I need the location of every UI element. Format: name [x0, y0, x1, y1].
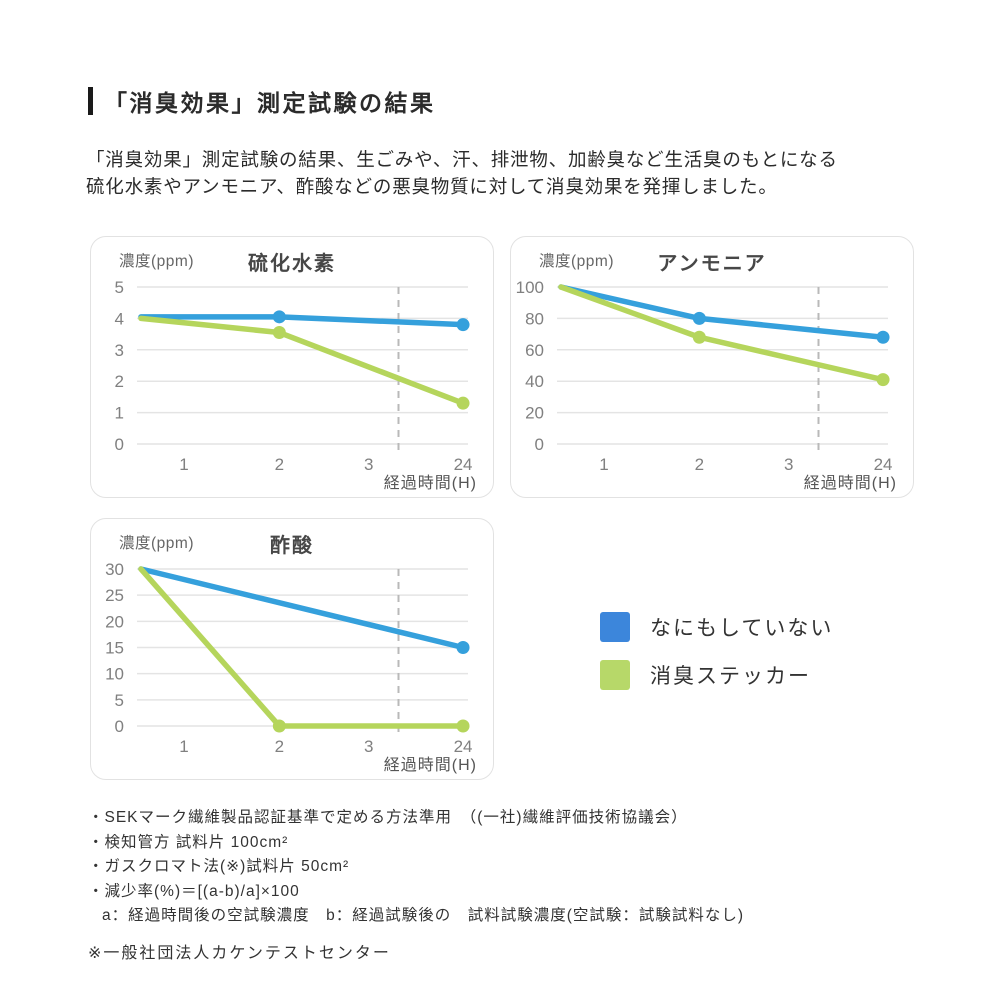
- data-point-marker: [272, 310, 286, 324]
- data-point-marker: [272, 719, 286, 733]
- y-tick-label: 3: [115, 341, 124, 360]
- y-tick-label: 100: [516, 278, 544, 297]
- series-line: [558, 284, 886, 340]
- series-line: [138, 315, 466, 406]
- y-axis-title: 濃度(ppm): [119, 253, 194, 270]
- footnote-line: ・SEKマーク繊維製品認証基準で定める方法準用 （(一社)繊維評価技術協議会）: [88, 809, 688, 826]
- legend-label: なにもしていない: [650, 617, 834, 640]
- y-tick-label: 20: [105, 612, 124, 631]
- x-tick-label: 24: [454, 737, 473, 756]
- y-tick-label: 15: [105, 639, 124, 658]
- y-tick-label: 1: [115, 404, 124, 423]
- footnote-line: ・検知管方 試料片 100cm²: [88, 833, 289, 851]
- data-point-marker: [692, 311, 706, 325]
- intro-line-1: 「消臭効果」測定試験の結果、生ごみや、汗、排泄物、加齢臭など生活臭のもとになる: [86, 149, 838, 170]
- y-tick-label: 25: [105, 586, 124, 605]
- y-tick-label: 5: [115, 691, 124, 710]
- chart-svg-acetic-acid: 0 5 10 15 20 25 30 1 2 3 24: [105, 560, 473, 756]
- data-point-marker: [456, 719, 470, 733]
- x-tick-label: 1: [599, 455, 608, 474]
- y-tick-label: 0: [535, 435, 544, 454]
- chart-panel-hydrogen-sulfide: 濃度(ppm) 硫化水素 0 1 2 3 4 5 1 2 3 24 経過時間(H): [90, 236, 494, 498]
- x-axis-title: 経過時間(H): [383, 757, 477, 774]
- x-tick-label: 24: [874, 455, 893, 474]
- chart-panel-acetic-acid: 濃度(ppm) 酢酸 0 5 10 15 20 25 30 1 2 3 24 経過時間(H): [90, 518, 494, 780]
- x-tick-label: 24: [454, 455, 473, 474]
- y-tick-label: 80: [525, 309, 544, 328]
- page-title: 「消臭効果」測定試験の結果: [104, 90, 436, 116]
- chart-svg-hydrogen-sulfide: 0 1 2 3 4 5 1 2 3 24: [115, 278, 473, 474]
- title-accent-bar: [88, 87, 93, 115]
- x-tick-label: 1: [179, 455, 188, 474]
- data-point-marker: [692, 330, 706, 344]
- chart-title: アンモニア: [657, 253, 767, 275]
- legend-swatch-blue: [600, 612, 630, 642]
- chart-panel-ammonia: 濃度(ppm) アンモニア 0 20 40 60 80 100 1 2 3 24 経過時間(H): [510, 236, 914, 498]
- intro-paragraph: 「消臭効果」測定試験の結果、生ごみや、汗、排泄物、加齢臭など生活臭のもとになる …: [86, 146, 838, 200]
- y-tick-label: 2: [115, 372, 124, 391]
- source-note: ※一般社団法人カケンテストセンター: [88, 945, 391, 962]
- data-point-marker: [456, 641, 470, 654]
- data-point-marker: [456, 396, 470, 410]
- series-line: [138, 566, 466, 651]
- data-point-marker: [876, 373, 890, 387]
- legend-item-deodorant-sticker: 消臭ステッカー: [600, 660, 833, 690]
- data-point-marker: [272, 326, 286, 340]
- chart-title: 硫化水素: [248, 253, 336, 275]
- legend-label: 消臭ステッカー: [650, 665, 811, 688]
- y-axis-title: 濃度(ppm): [539, 253, 614, 270]
- legend: なにもしていない 消臭ステッカー: [600, 612, 833, 708]
- y-tick-label: 4: [115, 309, 124, 328]
- y-tick-label: 0: [115, 435, 124, 454]
- x-tick-label: 1: [179, 737, 188, 756]
- x-axis-title: 経過時間(H): [383, 475, 477, 492]
- chart-title: 酢酸: [270, 535, 314, 557]
- x-tick-label: 3: [364, 455, 373, 474]
- chart-svg-ammonia: 0 20 40 60 80 100 1 2 3 24: [516, 278, 893, 474]
- x-tick-label: 2: [275, 737, 284, 756]
- data-point-marker: [456, 318, 470, 332]
- x-tick-label: 3: [364, 737, 373, 756]
- footnote-line-sub: a：経過時間後の空試験濃度 b：経過試験後の 試料試験濃度(空試験：試験試料なし…: [102, 907, 745, 924]
- x-tick-label: 2: [275, 455, 284, 474]
- footnote-line: ・減少率(%)＝[(a-b)/a]×100: [88, 882, 300, 900]
- x-tick-label: 2: [695, 455, 704, 474]
- x-tick-label: 3: [784, 455, 793, 474]
- page-title-block: 「消臭効果」測定試験の結果: [88, 84, 436, 118]
- legend-item-untreated: なにもしていない: [600, 612, 833, 642]
- y-tick-label: 0: [115, 717, 124, 736]
- legend-swatch-green: [600, 660, 630, 690]
- y-tick-label: 60: [525, 341, 544, 360]
- y-tick-label: 5: [115, 278, 124, 297]
- y-tick-label: 10: [105, 665, 124, 684]
- footnote-line: ・ガスクロマト法(※)試料片 50cm²: [88, 858, 350, 875]
- y-tick-label: 30: [105, 560, 124, 579]
- y-tick-label: 40: [525, 372, 544, 391]
- intro-line-2: 硫化水素やアンモニア、酢酸などの悪臭物質に対して消臭効果を発揮しました。: [86, 176, 778, 197]
- data-point-marker: [876, 330, 890, 344]
- footnotes: ・SEKマーク繊維製品認証基準で定める方法準用 （(一社)繊維評価技術協議会） …: [88, 806, 744, 929]
- y-axis-title: 濃度(ppm): [119, 535, 194, 552]
- y-tick-label: 20: [525, 404, 544, 423]
- x-axis-title: 経過時間(H): [803, 475, 897, 492]
